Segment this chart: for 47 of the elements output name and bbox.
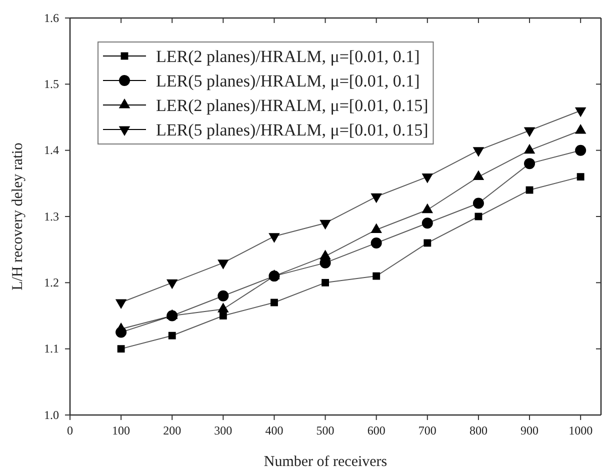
y-tick-label: 1.2 [44, 276, 59, 290]
legend-label: LER(5 planes)/HRALM, μ=[0.01, 0.1] [156, 72, 420, 90]
point [524, 158, 536, 170]
point [422, 218, 433, 229]
x-tick-label: 400 [265, 424, 284, 438]
x-tick-label: 600 [367, 424, 386, 438]
point [372, 272, 380, 280]
point [218, 290, 229, 302]
x-tick-label: 0 [67, 424, 73, 438]
y-tick-label: 1.4 [44, 143, 59, 158]
x-tick-label: 800 [469, 424, 488, 438]
x-tick-label: 500 [316, 424, 334, 438]
point [575, 144, 586, 156]
x-tick-label: 200 [163, 424, 182, 438]
point [576, 173, 584, 181]
point [218, 260, 229, 270]
point [166, 279, 178, 290]
point [370, 237, 382, 248]
legend-label: LER(2 planes)/HRALM, μ=[0.01, 0.15] [156, 96, 428, 115]
x-tick-label: 1000 [568, 424, 593, 438]
point [424, 239, 432, 247]
x-axis-title: Number of receivers [264, 454, 388, 470]
y-tick-label: 1.1 [44, 342, 59, 356]
point [322, 278, 329, 286]
y-tick-label: 1.0 [44, 408, 59, 422]
point [270, 298, 278, 306]
point [168, 332, 176, 340]
point [370, 193, 382, 204]
legend-label: LER(5 planes)/HRALM, μ=[0.01, 0.15] [156, 120, 428, 140]
point [574, 107, 586, 118]
point [320, 220, 331, 230]
point [219, 312, 227, 320]
point [117, 345, 125, 353]
point [524, 127, 536, 137]
point [268, 233, 280, 243]
point [472, 147, 484, 157]
y-tick-label: 1.6 [44, 10, 59, 25]
x-tick-label: 100 [112, 424, 130, 438]
point [422, 174, 434, 184]
y-tick-label: 1.5 [44, 77, 59, 92]
y-tick-label: 1.3 [44, 209, 59, 224]
x-tick-label: 900 [520, 424, 539, 438]
legend-label: LER(2 planes)/HRALM, μ=[0.01, 0.1] [156, 47, 420, 66]
x-tick-label: 700 [418, 424, 436, 438]
point [472, 198, 484, 209]
x-tick-label: 300 [214, 424, 232, 438]
y-axis-title: L/H recovery deley ratio [10, 142, 26, 290]
